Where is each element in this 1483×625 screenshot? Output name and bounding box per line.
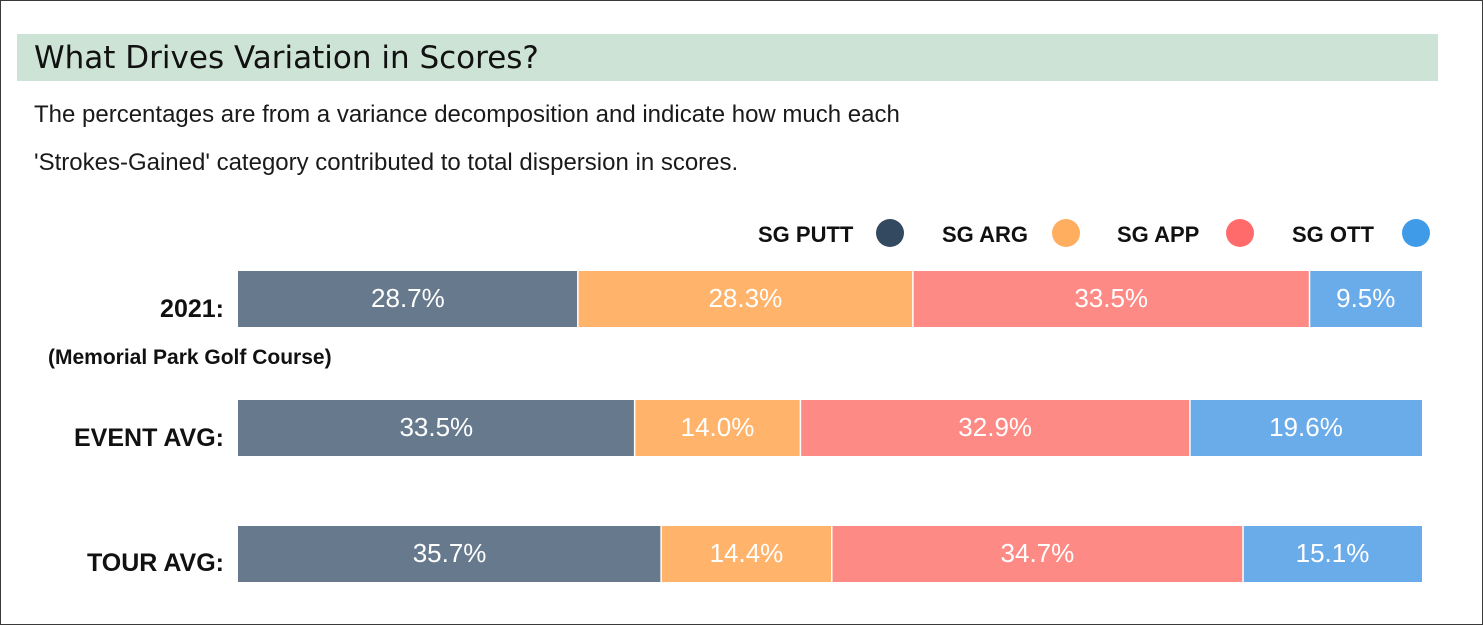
row-sublabel-2021: (Memorial Park Golf Course)	[48, 346, 332, 369]
title-band	[17, 34, 1438, 81]
data-label-event-avg-sg-arg: 14.0%	[681, 412, 755, 442]
bar-segment-2021-sg-app	[912, 271, 1310, 327]
legend-dot-sg-arg	[1052, 219, 1080, 247]
legend-dot-sg-putt	[876, 219, 904, 247]
legend-label-sg-ott: SG OTT	[1292, 222, 1374, 247]
legend-label-sg-app: SG APP	[1117, 222, 1200, 247]
legend-label-sg-putt: SG PUTT	[758, 222, 854, 247]
data-label-2021-sg-arg: 28.3%	[708, 283, 782, 313]
data-label-event-avg-sg-putt: 33.5%	[399, 412, 473, 442]
legend-dot-sg-app	[1226, 219, 1254, 247]
data-label-2021-sg-putt: 28.7%	[371, 283, 445, 313]
legend-dot-sg-ott	[1402, 219, 1430, 247]
data-label-tour-avg-sg-app: 34.7%	[1001, 538, 1075, 568]
data-label-event-avg-sg-ott: 19.6%	[1269, 412, 1343, 442]
row-label-event-avg: EVENT AVG:	[73, 424, 224, 452]
bar-segment-tour-avg-sg-ott	[1243, 526, 1422, 582]
bar-segment-tour-avg-sg-app	[831, 526, 1244, 582]
chart-title: What Drives Variation in Scores?	[34, 40, 539, 76]
data-label-2021-sg-app: 33.5%	[1074, 283, 1148, 313]
row-label-2021: 2021:	[160, 295, 224, 323]
bar-segment-tour-avg-sg-putt	[238, 526, 662, 582]
bar-segment-2021-sg-arg	[577, 271, 913, 327]
bar-segment-event-avg-sg-putt	[238, 400, 635, 456]
bar-segment-event-avg-sg-app	[800, 400, 1190, 456]
subtitle-line-2: 'Strokes-Gained' category contributed to…	[34, 149, 739, 176]
data-label-tour-avg-sg-ott: 15.1%	[1296, 538, 1370, 568]
legend-label-sg-arg: SG ARG	[942, 222, 1028, 247]
data-label-tour-avg-sg-putt: 35.7%	[413, 538, 487, 568]
data-label-event-avg-sg-app: 32.9%	[958, 412, 1032, 442]
row-label-tour-avg: TOUR AVG:	[86, 549, 224, 577]
data-label-2021-sg-ott: 9.5%	[1336, 283, 1395, 313]
bar-segment-tour-avg-sg-arg	[661, 526, 832, 582]
bar-segment-event-avg-sg-arg	[634, 400, 801, 456]
data-label-tour-avg-sg-arg: 14.4%	[710, 538, 784, 568]
bar-segment-2021-sg-putt	[238, 271, 578, 327]
bar-segment-2021-sg-ott	[1309, 271, 1422, 327]
bar-segment-event-avg-sg-ott	[1189, 400, 1422, 456]
subtitle-line-1: The percentages are from a variance deco…	[34, 101, 900, 128]
